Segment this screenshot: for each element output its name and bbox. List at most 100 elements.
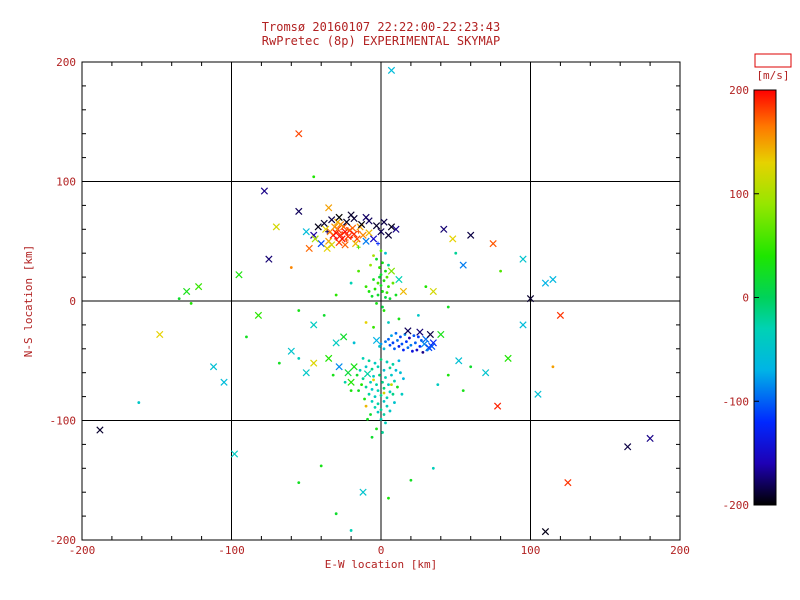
data-point: [376, 281, 380, 285]
data-point: [325, 204, 333, 212]
data-point: [331, 373, 335, 377]
data-point: [340, 333, 348, 341]
data-point: [416, 313, 420, 317]
data-point: [310, 359, 318, 367]
data-point: [370, 399, 374, 403]
data-point: [361, 356, 365, 360]
data-point: [379, 408, 383, 412]
data-point: [624, 443, 632, 451]
data-point: [387, 321, 390, 324]
data-point: [372, 278, 375, 281]
data-point: [526, 294, 535, 303]
data-point: [376, 410, 380, 414]
data-point: [382, 386, 386, 390]
colorbar-tick-label: 0: [742, 292, 749, 305]
data-point: [370, 388, 374, 391]
data-point: [424, 285, 428, 289]
data-point: [375, 257, 378, 261]
data-point: [416, 335, 420, 339]
data-point: [469, 365, 473, 369]
data-point: [378, 266, 381, 269]
data-point: [260, 187, 269, 195]
y-tick-label: 0: [69, 295, 76, 308]
data-point: [375, 427, 378, 431]
data-point: [381, 290, 384, 293]
data-point: [393, 379, 396, 383]
data-point: [402, 348, 405, 352]
y-tick-label: -200: [50, 534, 77, 547]
data-point: [363, 370, 372, 378]
data-point: [350, 363, 358, 371]
data-point: [331, 223, 339, 231]
plot-title-line2: RwPretec (8p) EXPERIMENTAL SKYMAP: [262, 34, 500, 48]
data-point: [209, 363, 218, 371]
data-point: [344, 238, 349, 243]
data-point: [348, 224, 357, 232]
data-point: [289, 266, 293, 269]
data-point: [369, 380, 372, 384]
data-point: [387, 383, 390, 387]
data-point: [351, 240, 360, 248]
data-point: [358, 368, 362, 372]
data-point: [416, 328, 424, 336]
data-point: [397, 359, 401, 363]
data-point: [364, 365, 368, 369]
data-point: [410, 349, 414, 353]
data-point: [387, 285, 390, 289]
data-point: [334, 512, 338, 516]
data-point: [384, 231, 393, 239]
data-point: [369, 413, 372, 416]
data-point: [396, 339, 399, 342]
data-point: [379, 284, 383, 287]
data-point: [397, 345, 401, 348]
data-point: [413, 341, 417, 345]
data-point: [409, 343, 413, 347]
data-point: [346, 227, 351, 232]
data-point: [390, 373, 393, 377]
data-point: [376, 293, 380, 297]
data-point: [454, 251, 458, 255]
data-point: [335, 363, 343, 371]
data-point: [406, 346, 410, 350]
data-point: [376, 389, 380, 393]
data-point: [384, 376, 387, 379]
colorbar-unit-label: [m/s]: [756, 69, 789, 82]
data-point: [364, 385, 368, 389]
data-point: [349, 281, 353, 285]
data-point: [328, 216, 336, 224]
data-point: [388, 390, 392, 394]
data-point: [370, 294, 374, 298]
data-point: [429, 287, 437, 296]
data-point: [372, 336, 381, 345]
data-point: [404, 327, 412, 335]
data-point: [388, 343, 392, 347]
data-point: [379, 394, 383, 397]
data-point: [387, 223, 396, 231]
data-point: [342, 218, 351, 226]
data-point: [310, 321, 318, 329]
data-point: [399, 335, 402, 339]
data-point: [335, 238, 343, 247]
data-point: [556, 311, 565, 319]
data-point: [397, 317, 401, 321]
tick-labels: -200 -100 0 100 200 -200 -100 0 100 200: [50, 56, 690, 557]
data-point: [372, 325, 375, 329]
data-point: [344, 232, 352, 241]
data-point: [646, 434, 654, 443]
data-point: [320, 219, 328, 227]
data-point: [391, 392, 395, 396]
data-point: [381, 431, 384, 434]
data-point: [319, 464, 323, 468]
data-point: [372, 374, 375, 378]
data-point: [412, 334, 416, 338]
data-point: [391, 341, 395, 345]
data-point: [392, 225, 400, 233]
data-point: [297, 481, 301, 485]
data-point: [390, 334, 393, 338]
data-point: [323, 244, 331, 253]
data-point: [272, 223, 280, 231]
data-point: [357, 389, 360, 393]
data-point: [359, 488, 367, 496]
data-point: [364, 321, 368, 324]
